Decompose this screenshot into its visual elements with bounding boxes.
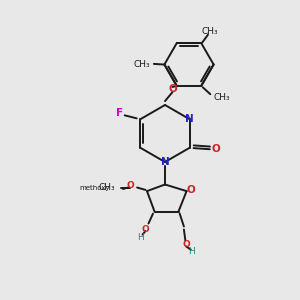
Text: O: O [212, 144, 220, 154]
Text: CH₃: CH₃ [99, 183, 116, 192]
Text: methoxy: methoxy [79, 185, 110, 191]
Text: O: O [186, 185, 195, 195]
Text: O: O [141, 225, 149, 234]
Text: CH₃: CH₃ [213, 93, 230, 102]
Text: CH₃: CH₃ [134, 60, 150, 69]
Text: O: O [182, 240, 190, 249]
Text: H: H [138, 233, 144, 242]
Text: O: O [127, 182, 134, 190]
Text: O: O [169, 84, 178, 94]
Text: N: N [185, 114, 194, 124]
Text: H: H [189, 247, 195, 256]
Text: CH₃: CH₃ [202, 27, 219, 36]
Text: F: F [116, 108, 123, 118]
Text: N: N [160, 157, 169, 167]
